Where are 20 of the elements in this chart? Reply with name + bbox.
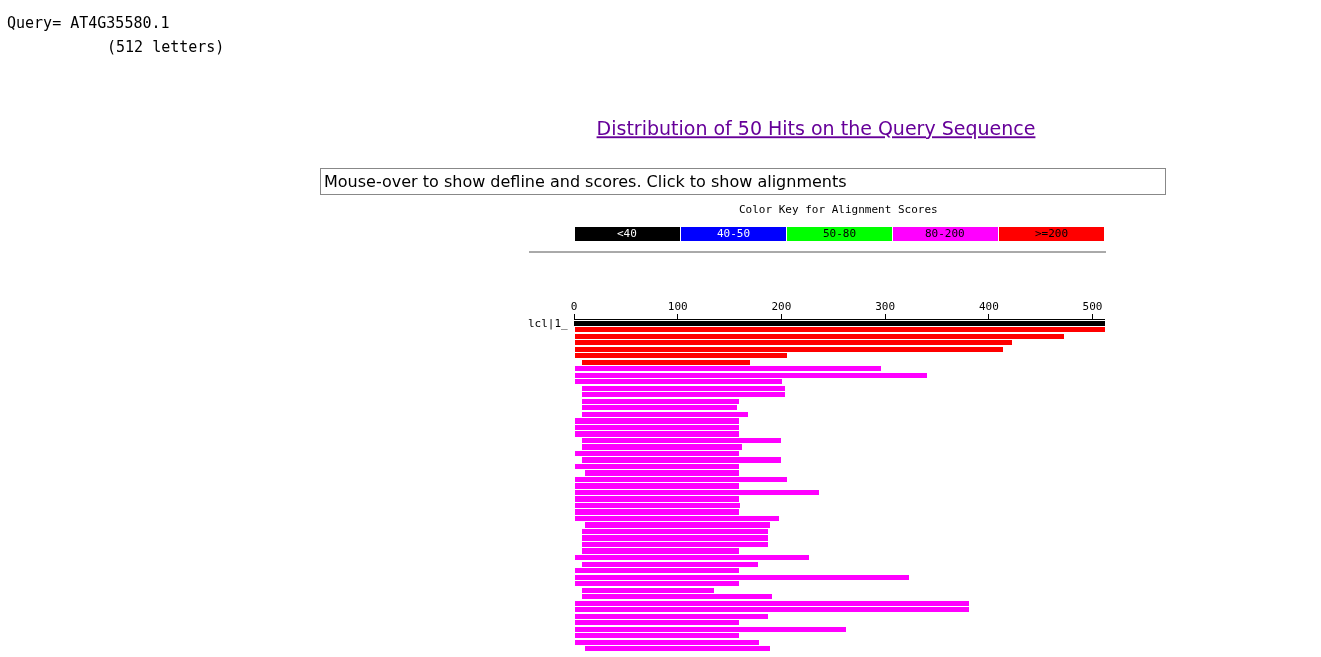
text: Query= AT4G35580.1 (7, 14, 170, 32)
chart-title: Distribution of 50 Hits on the Query Sequence (596, 117, 1036, 140)
bar (575, 327, 1105, 332)
text: 40-50 (717, 227, 751, 240)
text: Mouse-over to show defline and scores. Click to show alignments (324, 172, 1162, 191)
x-tick-label: 100 (667, 299, 688, 313)
bar (575, 366, 881, 371)
x-tick-label: 500 (1082, 299, 1103, 313)
text: 50-80 (823, 227, 857, 240)
text: 80-200 (925, 227, 965, 240)
x-tick-label: 300 (875, 299, 896, 313)
x-tick-label: 0 (570, 299, 578, 313)
text: Color Key for Alignment Scores (739, 203, 938, 216)
x-tick-label: 400 (978, 299, 999, 313)
text: lcl|1_ (528, 317, 569, 330)
x-tick-label: 200 (771, 299, 792, 313)
text: (512 letters) (107, 38, 225, 56)
text: <40 (617, 227, 637, 240)
text: >=200 (1035, 227, 1069, 240)
bar (582, 360, 750, 365)
